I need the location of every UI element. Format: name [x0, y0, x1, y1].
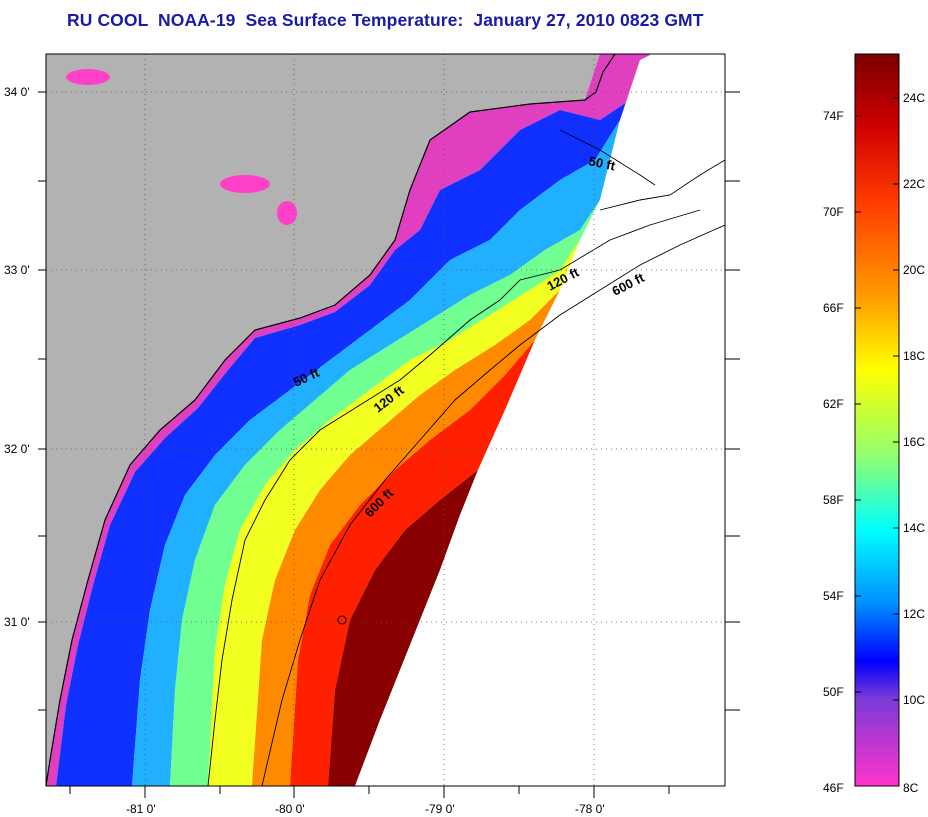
cb-f-74: 74F	[823, 109, 844, 123]
cb-f-50: 50F	[823, 685, 844, 699]
lon-label-80: -80 0'	[275, 802, 305, 816]
sst-blue-band	[56, 54, 652, 786]
lat-label-34: 34 0'	[4, 85, 30, 99]
cb-f-62: 62F	[823, 397, 844, 411]
land-area	[46, 54, 615, 786]
isobath-600ft	[261, 224, 725, 786]
lat-label-31: 31 0'	[4, 615, 30, 629]
cb-c-12: 12C	[903, 607, 925, 621]
cb-f-58: 58F	[823, 493, 844, 507]
sst-darkred-core	[328, 470, 478, 786]
cb-f-70: 70F	[823, 205, 844, 219]
map-ticks	[38, 91, 740, 798]
isobath-120ft	[207, 209, 701, 786]
inland-water-1	[66, 69, 110, 85]
lon-label-78: -78 0'	[575, 802, 605, 816]
graticule	[46, 54, 725, 786]
cb-c-22: 22C	[903, 177, 925, 191]
colorbar: 74F 70F 66F 62F 58F 54F 50F 46F 24C 22C …	[823, 53, 925, 795]
cb-c-20: 20C	[903, 263, 925, 277]
map-frame	[45, 53, 726, 787]
sst-cyan-band	[132, 120, 620, 786]
map-panel: 34 0' 33 0' 32 0' 31 0' -81 0' -80 0' -7…	[4, 53, 740, 816]
sst-green-band	[170, 200, 600, 786]
sst-yellow-band	[208, 240, 580, 786]
isobath-label-50ft-north: 50 ft	[587, 153, 617, 173]
cb-c-10: 10C	[903, 693, 925, 707]
lon-label-79: -79 0'	[425, 802, 455, 816]
lat-label-32: 32 0'	[4, 442, 30, 456]
cb-c-24: 24C	[903, 91, 925, 105]
cb-f-46: 46F	[823, 781, 844, 795]
isobath-outer	[599, 159, 725, 211]
lat-label-33: 33 0'	[4, 263, 30, 277]
cb-f-54: 54F	[823, 589, 844, 603]
map-title: RU COOL NOAA-19 Sea Surface Temperature:…	[67, 10, 704, 30]
colorbar-ticks	[855, 97, 899, 701]
cb-f-66: 66F	[823, 301, 844, 315]
inland-water-3	[277, 201, 297, 225]
inland-water-2	[220, 175, 270, 193]
seamount-marker	[337, 615, 347, 625]
sst-red-band	[290, 340, 535, 786]
sst-orange-band	[252, 290, 560, 786]
isobath-50ft	[559, 129, 656, 186]
cb-c-18: 18C	[903, 349, 925, 363]
cb-c-14: 14C	[903, 521, 925, 535]
cb-c-16: 16C	[903, 435, 925, 449]
no-data-region	[355, 54, 725, 786]
coastline	[46, 54, 616, 786]
lon-label-81: -81 0'	[126, 802, 156, 816]
cb-c-8: 8C	[903, 781, 919, 795]
colorbar-gradient	[854, 53, 900, 787]
